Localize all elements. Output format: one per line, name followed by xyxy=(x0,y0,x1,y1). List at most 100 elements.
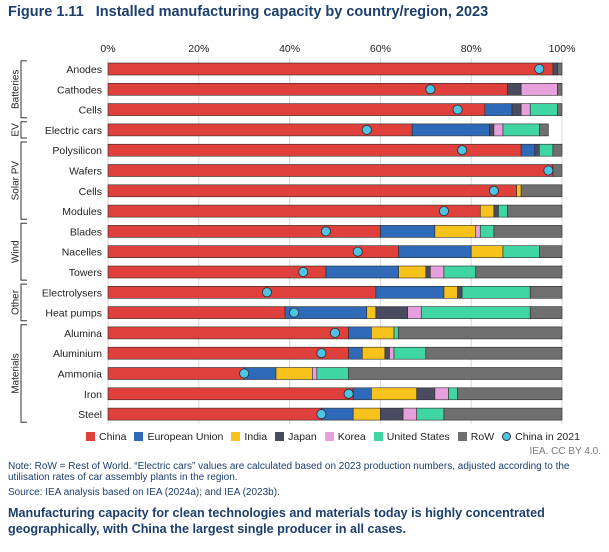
legend-label: United States xyxy=(386,431,450,443)
legend-item: India xyxy=(231,431,267,443)
row-label: Electric cars xyxy=(45,125,102,137)
china-2021-marker xyxy=(329,327,340,338)
bar-segment-row xyxy=(443,407,563,421)
bar-segment-united-states xyxy=(416,407,445,421)
group-label: Batteries xyxy=(11,70,22,109)
china-2021-marker xyxy=(289,307,300,318)
legend-item: Korea xyxy=(324,431,366,443)
bar-segment-row xyxy=(425,346,563,360)
bar-segment-japan xyxy=(511,103,522,116)
row-label: Modules xyxy=(62,206,102,218)
china-2021-marker xyxy=(534,64,545,75)
china-2021-marker xyxy=(316,409,327,420)
row-label: Cells xyxy=(79,105,102,117)
china-2021-marker xyxy=(425,84,436,95)
x-tick-label: 40% xyxy=(279,43,300,55)
bar-segment-china xyxy=(107,285,377,299)
bar-segment-row xyxy=(529,306,563,319)
credit-line: IEA. CC BY 4.0. xyxy=(529,446,601,457)
figure-title: Figure 1.11 Installed manufacturing capac… xyxy=(8,4,488,20)
bar-segment-united-states xyxy=(448,387,458,401)
legend-label: India xyxy=(244,431,268,443)
bar-segment-row xyxy=(348,367,563,380)
bar-segment-china xyxy=(107,83,508,96)
bar-segment-china xyxy=(107,346,349,360)
bar-segment-japan xyxy=(457,285,463,299)
group-bracket xyxy=(20,222,27,281)
row-label: Polysilicon xyxy=(52,145,102,157)
bar-segment-india xyxy=(470,245,504,258)
bar-segment-row xyxy=(475,265,563,279)
bar-segment-japan xyxy=(493,204,499,218)
group-label: EV xyxy=(11,123,22,137)
bar-segment-japan xyxy=(507,83,522,96)
group-bracket xyxy=(20,60,27,119)
bar-segment-row xyxy=(538,245,563,258)
row-label: Towers xyxy=(69,267,102,279)
x-tick-label: 20% xyxy=(188,43,209,55)
bar-segment-european-union xyxy=(484,103,513,116)
x-tick-label: 60% xyxy=(370,43,391,55)
bar-segment-china xyxy=(107,62,554,76)
group-label: Materials xyxy=(11,353,22,394)
legend-item: China in 2021 xyxy=(502,431,580,443)
bar-segment-korea xyxy=(475,225,481,238)
china-2021-marker xyxy=(457,145,468,156)
bar-segment-china xyxy=(107,326,349,340)
legend-swatch xyxy=(324,432,334,441)
row-label: Wafers xyxy=(69,166,102,178)
bar-segment-korea xyxy=(520,103,531,116)
bar-segment-india xyxy=(434,225,477,238)
bar-segment-united-states xyxy=(529,103,558,116)
bar-segment-korea xyxy=(520,83,558,96)
bar-segment-japan xyxy=(375,306,408,319)
bar-segment-japan xyxy=(384,346,390,360)
bar-segment-japan xyxy=(534,143,540,157)
china-2021-marker xyxy=(452,104,463,115)
figure-source: Source: IEA analysis based on IEA (2024a… xyxy=(8,487,280,498)
china-2021-marker xyxy=(261,287,272,298)
legend-swatch xyxy=(134,432,144,441)
figure-number: Figure 1.11 xyxy=(8,4,84,20)
bar-segment-korea xyxy=(311,367,318,380)
bar-segment-united-states xyxy=(502,245,540,258)
group-label: Solar PV xyxy=(11,161,22,201)
legend-label: Korea xyxy=(337,431,366,443)
bar-segment-row xyxy=(552,143,563,157)
x-tick-label: 80% xyxy=(461,43,482,55)
legend-swatch xyxy=(275,432,285,441)
row-label: Electrolysers xyxy=(42,287,102,299)
chart-legend: China European Union India Japan Korea United… xyxy=(86,431,588,443)
bar-segment-japan xyxy=(425,265,431,279)
bar-segment-india xyxy=(361,346,386,360)
china-2021-marker xyxy=(543,165,554,176)
bar-segment-japan xyxy=(552,62,558,76)
legend-label: China xyxy=(99,431,127,443)
bar-segment-united-states xyxy=(316,367,349,380)
bar-segment-european-union xyxy=(348,326,372,340)
legend-item: Japan xyxy=(275,431,317,443)
bar-segment-row xyxy=(507,204,563,218)
bar-segment-china xyxy=(107,164,554,177)
bar-segment-china xyxy=(107,367,245,380)
legend-item: European Union xyxy=(134,431,223,443)
china-2021-marker xyxy=(361,124,372,135)
bar-segment-european-union xyxy=(352,387,372,401)
bar-segment-china xyxy=(107,265,327,279)
bar-segment-row xyxy=(457,387,563,401)
figure-title-text: Installed manufacturing capacity by coun… xyxy=(95,4,489,20)
china-2021-marker xyxy=(320,226,331,237)
bar-segment-china xyxy=(107,407,322,421)
china-2021-marker xyxy=(343,388,354,399)
group-bracket xyxy=(20,283,27,322)
bar-segment-korea xyxy=(434,387,449,401)
bar-segment-india xyxy=(352,407,381,421)
bar-segment-united-states xyxy=(502,123,540,137)
legend-swatch xyxy=(231,432,241,441)
bar-segment-row xyxy=(557,62,563,76)
bar-segment-united-states xyxy=(393,326,399,340)
bar-segment-india xyxy=(516,184,522,198)
x-tick-label: 0% xyxy=(100,43,115,55)
legend-item: United States xyxy=(373,431,450,443)
bar-segment-india xyxy=(275,367,313,380)
